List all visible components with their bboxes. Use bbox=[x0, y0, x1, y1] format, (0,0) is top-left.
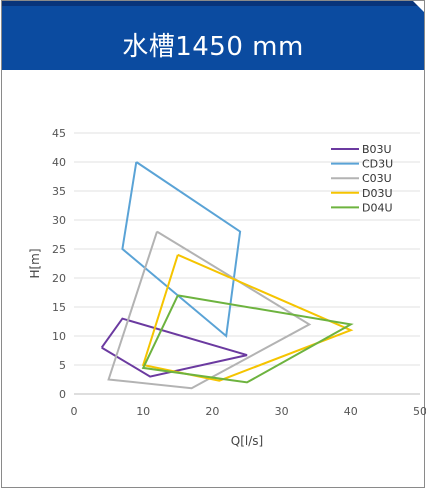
y-tick-label: 30 bbox=[52, 214, 66, 227]
legend-label-b03u: B03U bbox=[362, 143, 392, 156]
y-axis-title: H[m] bbox=[28, 248, 42, 278]
y-tick-label: 25 bbox=[52, 243, 66, 256]
y-tick-label: 15 bbox=[52, 301, 66, 314]
x-tick-label: 20 bbox=[205, 405, 219, 418]
y-tick-label: 5 bbox=[59, 359, 66, 372]
legend-label-d03u: D03U bbox=[362, 187, 393, 200]
legend-label-c03u: C03U bbox=[362, 172, 392, 185]
x-tick-label: 10 bbox=[136, 405, 150, 418]
x-axis-title: Q[l/s] bbox=[231, 434, 263, 448]
x-tick-label: 30 bbox=[275, 405, 289, 418]
x-tick-label: 0 bbox=[71, 405, 78, 418]
y-tick-label: 0 bbox=[59, 388, 66, 401]
legend-label-cd3u: CD3U bbox=[362, 158, 393, 171]
header-corner-fold bbox=[413, 1, 424, 12]
series-line-d04u bbox=[141, 294, 354, 384]
y-tick-label: 20 bbox=[52, 272, 66, 285]
series-line-d03u bbox=[141, 253, 354, 382]
series-line-cd3u bbox=[121, 161, 242, 338]
y-tick-label: 10 bbox=[52, 330, 66, 343]
y-tick-label: 45 bbox=[52, 127, 66, 140]
y-tick-label: 40 bbox=[52, 156, 66, 169]
x-tick-label: 50 bbox=[413, 405, 426, 418]
series-line-c03u bbox=[107, 230, 312, 390]
x-tick-label: 40 bbox=[344, 405, 358, 418]
legend-label-d04u: D04U bbox=[362, 201, 393, 214]
card-header: 水槽1450 mm bbox=[2, 1, 424, 70]
card-title: 水槽1450 mm bbox=[122, 32, 304, 62]
series-lines bbox=[100, 161, 354, 390]
tick-labels: 0 5 10 15 20 25 30 35 40 45 0 10 20 30 40 50 bbox=[52, 127, 426, 418]
y-tick-label: 35 bbox=[52, 185, 66, 198]
series-line-b03u bbox=[100, 317, 248, 378]
